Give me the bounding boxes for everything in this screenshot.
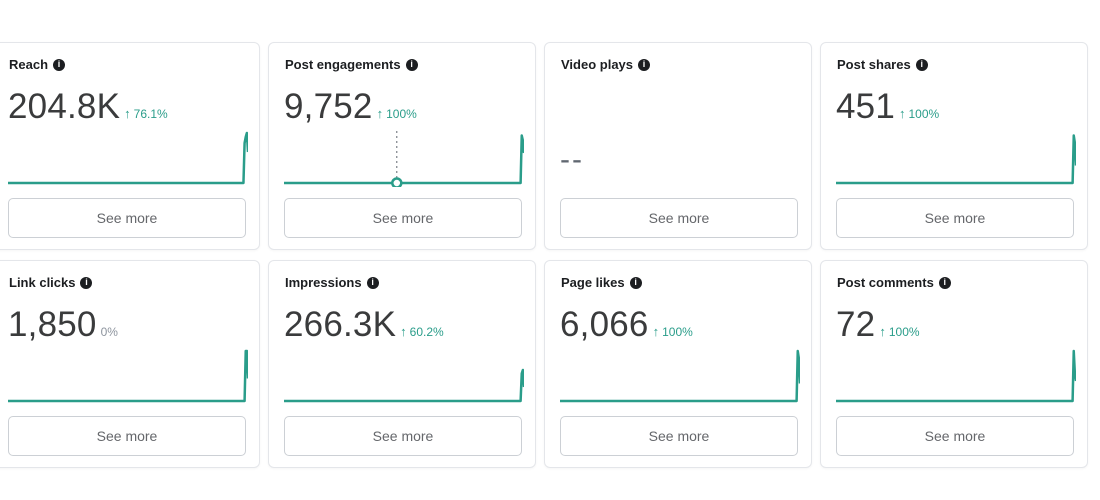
card-title-label: Reach [9, 57, 49, 72]
card-title-label: Post comments [837, 275, 934, 290]
change-percent: 60.2% [409, 325, 444, 339]
change-badge: ↑ 100% [653, 324, 693, 339]
card-title: Page likes i [561, 275, 642, 290]
metric-card-impressions: Impressions i 266.3K ↑ 60.2% See more [268, 260, 536, 468]
sparkline-path [560, 349, 800, 403]
metric-card-link-clicks: Link clicks i 1,850 0% See more [0, 260, 260, 468]
sparkline-path [836, 134, 1076, 185]
card-title-label: Page likes [561, 275, 625, 290]
metric-row: 9,752 ↑ 100% [284, 87, 417, 127]
metric-card-post-shares: Post shares i 451 ↑ 100% See more [820, 42, 1088, 250]
card-title: Post engagements i [285, 57, 418, 72]
see-more-button[interactable]: See more [836, 416, 1074, 456]
card-title-label: Impressions [285, 275, 362, 290]
info-icon[interactable]: i [915, 58, 928, 71]
metric-value: 204.8K [8, 87, 121, 126]
metric-value: 451 [836, 87, 895, 126]
info-icon[interactable]: i [53, 58, 66, 71]
info-icon[interactable]: i [638, 58, 651, 71]
see-more-button[interactable]: See more [560, 198, 798, 238]
card-title: Post shares i [837, 57, 928, 72]
metric-row: 204.8K ↑ 76.1% [8, 87, 168, 127]
metrics-grid: Reach i 204.8K ↑ 76.1% See more Post engagemen… [0, 42, 1088, 468]
card-title: Post comments i [837, 275, 951, 290]
sparkline-path [8, 349, 248, 403]
change-badge: ↑ 60.2% [400, 324, 444, 339]
arrow-up-icon: ↑ [652, 324, 660, 339]
metric-value: 6,066 [560, 305, 649, 344]
info-icon[interactable]: i [629, 276, 642, 289]
change-badge: ↑ 100% [879, 324, 919, 339]
metric-value: 266.3K [284, 305, 397, 344]
info-icon[interactable]: i [366, 276, 379, 289]
info-icon[interactable]: i [80, 276, 93, 289]
see-more-button[interactable]: See more [560, 416, 798, 456]
info-icon[interactable]: i [938, 276, 951, 289]
sparkline [560, 349, 800, 403]
card-title-label: Post shares [837, 57, 911, 72]
card-title-label: Link clicks [9, 275, 76, 290]
card-title-label: Post engagements [285, 57, 401, 72]
sparkline-path [836, 349, 1076, 403]
metric-value: 72 [836, 305, 876, 344]
card-title-label: Video plays [561, 57, 634, 72]
see-more-button[interactable]: See more [284, 416, 522, 456]
metric-row: 266.3K ↑ 60.2% [284, 305, 444, 345]
sparkline [8, 349, 248, 403]
card-title: Reach i [9, 57, 66, 72]
metric-row: 1,850 0% [8, 305, 118, 345]
card-title: Impressions i [285, 275, 379, 290]
metric-card-page-likes: Page likes i 6,066 ↑ 100% See more [544, 260, 812, 468]
change-percent: 100% [908, 107, 940, 121]
change-percent: 0% [100, 325, 118, 339]
arrow-up-icon: ↑ [124, 106, 131, 121]
sparkline [284, 131, 524, 187]
metric-card-post-comments: Post comments i 72 ↑ 100% See more [820, 260, 1088, 468]
change-percent: 76.1% [133, 107, 168, 121]
change-badge: ↑ 100% [899, 106, 939, 121]
see-more-button[interactable]: See more [284, 198, 522, 238]
arrow-up-icon: ↑ [899, 106, 906, 121]
change-percent: 100% [888, 325, 920, 339]
sparkline-path [284, 134, 524, 185]
see-more-button[interactable]: See more [836, 198, 1074, 238]
see-more-button[interactable]: See more [8, 416, 246, 456]
sparkline [8, 131, 248, 185]
card-title: Link clicks i [9, 275, 93, 290]
metric-row: 6,066 ↑ 100% [560, 305, 693, 345]
sparkline [836, 349, 1076, 403]
metric-row: 451 ↑ 100% [836, 87, 939, 127]
change-badge: ↑ 76.1% [124, 106, 168, 121]
change-badge: 0% [101, 325, 118, 339]
metric-row: 72 ↑ 100% [836, 305, 920, 345]
sparkline [836, 134, 1076, 185]
metric-card-reach: Reach i 204.8K ↑ 76.1% See more [0, 42, 260, 250]
metric-card-video-plays: Video plays i -- See more [544, 42, 812, 250]
metric-row: -- [560, 87, 584, 177]
arrow-up-icon: ↑ [879, 324, 886, 339]
arrow-up-icon: ↑ [400, 324, 407, 339]
hover-marker [391, 177, 403, 187]
sparkline-path [8, 131, 248, 185]
arrow-up-icon: ↑ [376, 106, 384, 121]
change-percent: 100% [386, 107, 417, 121]
sparkline [284, 368, 524, 403]
metric-value: 9,752 [284, 87, 373, 126]
metric-value: -- [560, 143, 584, 176]
see-more-button[interactable]: See more [8, 198, 246, 238]
info-icon[interactable]: i [405, 58, 418, 71]
change-percent: 100% [662, 325, 693, 339]
metric-value: 1,850 [8, 305, 97, 344]
sparkline-path [284, 368, 524, 403]
change-badge: ↑ 100% [377, 106, 417, 121]
card-title: Video plays i [561, 57, 651, 72]
metric-card-post-engagements: Post engagements i 9,752 ↑ 100% See more [268, 42, 536, 250]
